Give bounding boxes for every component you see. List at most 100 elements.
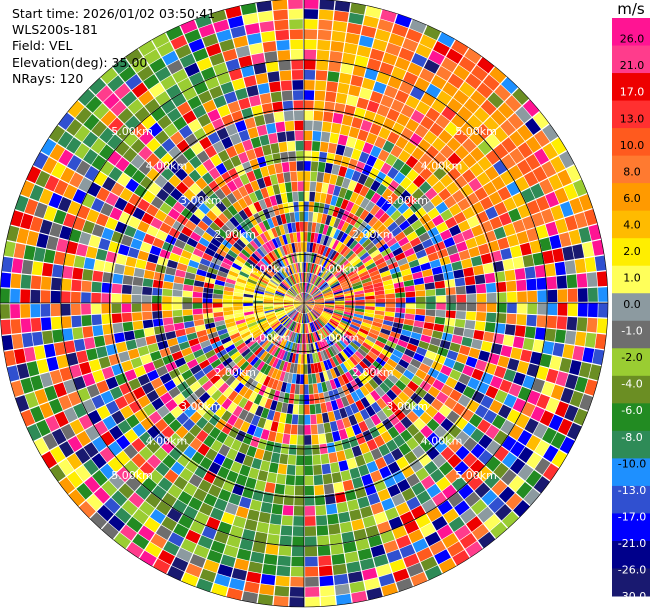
velocity-gate [394, 287, 405, 294]
velocity-gate [482, 74, 500, 91]
velocity-gate [232, 201, 243, 213]
velocity-gate [207, 131, 221, 145]
velocity-gate [592, 239, 605, 256]
velocity-gate [349, 509, 362, 521]
velocity-gate [294, 299, 304, 303]
velocity-gate [109, 207, 123, 221]
velocity-gate [220, 261, 232, 270]
velocity-gate [317, 351, 323, 362]
colorbar-swatch [612, 348, 650, 377]
velocity-gate [313, 291, 322, 298]
velocity-gate [296, 283, 301, 293]
velocity-gate [221, 224, 232, 235]
velocity-gate [6, 225, 20, 242]
velocity-gate [67, 200, 81, 216]
velocity-gate [489, 216, 503, 230]
velocity-gate [356, 97, 369, 110]
velocity-gate [361, 25, 377, 38]
velocity-gate [294, 297, 304, 303]
velocity-gate [446, 181, 460, 195]
velocity-gate [377, 19, 394, 33]
velocity-gate [449, 252, 461, 263]
velocity-gate [227, 100, 241, 114]
velocity-gate [369, 123, 382, 136]
velocity-gate [368, 534, 383, 548]
velocity-gate [234, 558, 250, 571]
velocity-gate [454, 416, 468, 430]
velocity-gate [146, 137, 161, 153]
velocity-gate [246, 319, 257, 325]
velocity-gate [438, 129, 453, 144]
velocity-gate [211, 340, 223, 349]
velocity-gate [288, 9, 303, 20]
velocity-gate [314, 352, 320, 363]
velocity-gate [431, 266, 443, 275]
velocity-gate [131, 437, 146, 453]
velocity-gate [326, 236, 333, 247]
velocity-gate [342, 417, 352, 429]
velocity-gate [360, 505, 373, 519]
velocity-gate [437, 347, 449, 357]
velocity-gate [349, 356, 359, 366]
velocity-gate [346, 237, 355, 248]
velocity-gate [235, 319, 246, 325]
velocity-gate [152, 295, 162, 303]
velocity-gate [310, 414, 317, 425]
velocity-gate [309, 394, 315, 405]
velocity-gate [290, 49, 303, 60]
velocity-gate [500, 345, 513, 358]
velocity-gate [380, 94, 394, 108]
colorbar-swatch [612, 265, 650, 294]
velocity-gate [385, 293, 396, 299]
velocity-gate [387, 401, 399, 413]
velocity-gate [236, 548, 252, 561]
velocity-gate [53, 342, 66, 356]
velocity-gate [574, 258, 587, 274]
velocity-gate [254, 448, 265, 460]
velocity-gate [415, 386, 427, 399]
velocity-gate [92, 369, 105, 383]
velocity-gate [384, 311, 395, 317]
velocity-gate [468, 413, 483, 428]
velocity-gate [267, 71, 280, 83]
velocity-gate [489, 66, 507, 84]
velocity-gate [462, 138, 477, 153]
velocity-gate [285, 307, 295, 314]
velocity-gate [146, 390, 160, 403]
velocity-gate [446, 244, 458, 256]
velocity-gate [345, 330, 355, 339]
velocity-gate [319, 141, 329, 153]
velocity-gate [454, 524, 471, 541]
velocity-gate [300, 232, 304, 242]
velocity-gate [259, 396, 268, 408]
velocity-gate [295, 333, 300, 344]
velocity-gate [430, 468, 445, 483]
velocity-gate [334, 304, 345, 308]
velocity-gate [289, 331, 295, 342]
velocity-gate [93, 487, 111, 504]
velocity-gate [298, 294, 304, 303]
velocity-gate [418, 363, 431, 374]
velocity-gate [100, 160, 115, 176]
velocity-gate [304, 297, 313, 303]
velocity-gate [329, 346, 338, 356]
velocity-gate [139, 461, 155, 477]
velocity-gate [454, 461, 469, 476]
velocity-gate [293, 284, 300, 294]
velocity-gate [93, 335, 106, 348]
velocity-gate [566, 422, 582, 440]
velocity-gate [282, 100, 294, 111]
velocity-gate [175, 425, 189, 439]
velocity-gate [63, 253, 76, 267]
velocity-gate [290, 311, 298, 319]
velocity-gate [238, 252, 249, 261]
velocity-gate [101, 313, 112, 325]
velocity-gate [13, 243, 26, 259]
velocity-gate [361, 238, 372, 249]
velocity-gate [268, 356, 277, 367]
velocity-gate [355, 333, 366, 342]
velocity-gate [308, 333, 313, 344]
velocity-gate [374, 386, 386, 398]
velocity-gate [351, 518, 365, 531]
velocity-gate [58, 149, 74, 166]
